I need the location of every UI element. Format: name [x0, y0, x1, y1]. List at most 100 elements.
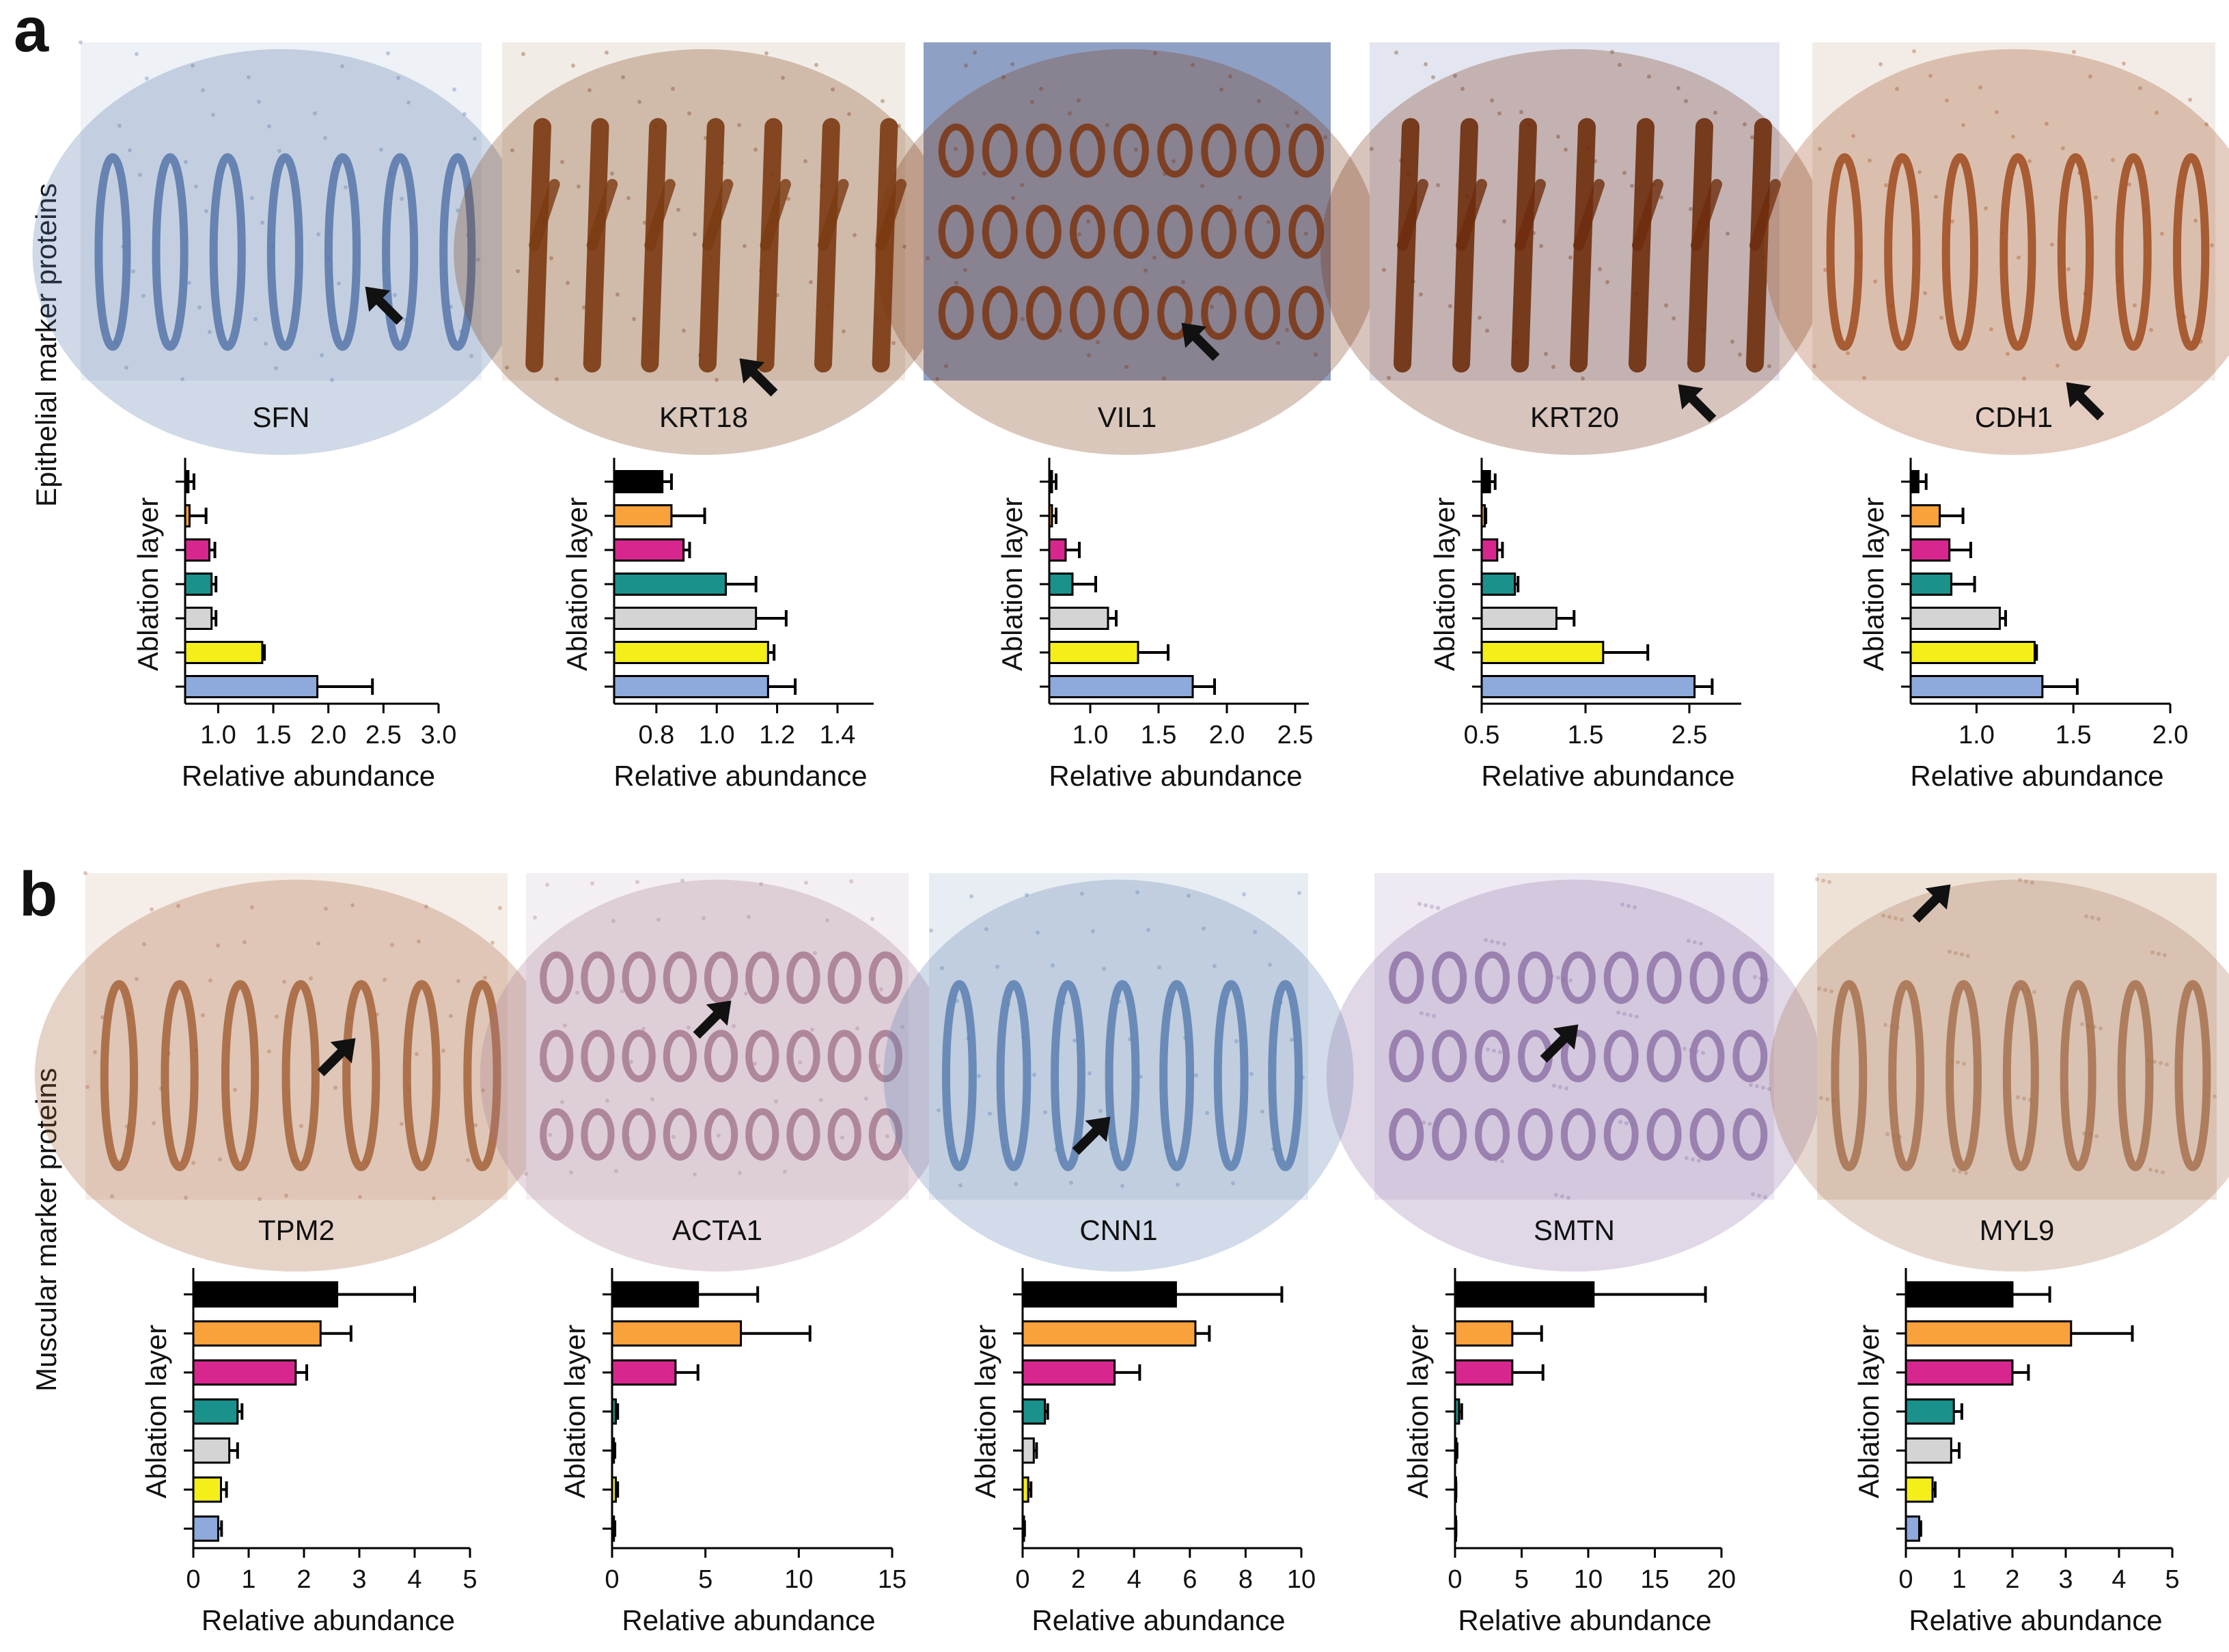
- bar-layer-5: [1480, 607, 1557, 630]
- x-tick-label: 5: [462, 1565, 477, 1594]
- error-bar: [1023, 1520, 1026, 1537]
- x-tick-label: 2.5: [365, 721, 402, 749]
- bar-layer-7: [1048, 675, 1194, 698]
- x-tick-label: 8: [1238, 1565, 1253, 1594]
- error-bar: [2012, 1286, 2051, 1303]
- bar-layer-7: [1905, 1515, 1920, 1542]
- y-axis-title: Ablation layer: [1428, 497, 1460, 671]
- protein-name: TPM2: [258, 1214, 335, 1246]
- bar-layer-7: [184, 675, 319, 698]
- bar-layer-5: [1905, 1437, 1952, 1464]
- error-bar: [218, 1520, 223, 1537]
- error-bar: [2012, 1364, 2030, 1381]
- error-bar: [615, 1481, 620, 1498]
- bar-layer-3: [1048, 538, 1067, 562]
- bar-layer-4: [613, 573, 727, 596]
- x-tick-label: 3.0: [421, 721, 457, 749]
- bar-layer-2: [1905, 1320, 2073, 1347]
- bar-layer-2: [1909, 504, 1941, 527]
- error-bar: [209, 542, 217, 558]
- bar-layer-5: [184, 607, 213, 630]
- arrow-icon: [1540, 1024, 1579, 1063]
- tissue-image-a-2: [454, 42, 954, 455]
- bar-layer-3: [1021, 1359, 1116, 1386]
- y-axis-title: Ablation layer: [1402, 1325, 1434, 1498]
- x-tick-label: 5: [698, 1565, 712, 1594]
- bar-layer-6: [192, 1476, 222, 1503]
- tissue-image-b-3: [883, 873, 1354, 1272]
- error-bar: [613, 1520, 617, 1537]
- error-bar: [1138, 644, 1169, 661]
- x-tick-label: 1.0: [1072, 721, 1109, 749]
- error-bar: [320, 1325, 352, 1342]
- bar-layer-1: [1909, 470, 1920, 493]
- error-bar: [615, 1403, 620, 1420]
- bar-layer-3: [613, 538, 685, 562]
- x-tick-label: 1.0: [1958, 721, 1995, 749]
- error-bar: [1951, 576, 1976, 592]
- bar-layer-2: [1021, 1320, 1197, 1347]
- error-bar: [1951, 1442, 1961, 1459]
- bar-layer-4: [184, 573, 213, 596]
- x-tick-label: 1: [1952, 1565, 1966, 1594]
- error-bar: [1458, 1403, 1463, 1420]
- x-axis-title: Relative abundance: [1458, 1604, 1711, 1636]
- x-tick-label: 10: [1287, 1565, 1316, 1594]
- x-tick-label: 3: [2058, 1565, 2073, 1594]
- bar-layer-3: [184, 538, 210, 562]
- x-tick-label: 2.0: [2152, 721, 2189, 749]
- y-axis-title: Ablation layer: [969, 1325, 1001, 1498]
- arrow-icon: [1678, 384, 1717, 423]
- x-tick-label: 1: [241, 1565, 255, 1594]
- arrow-icon: [2066, 382, 2105, 421]
- bar-layer-2: [1454, 1320, 1514, 1347]
- x-axis-title: Relative abundance: [622, 1604, 875, 1636]
- error-bar: [229, 1442, 239, 1459]
- x-tick-label: 2.0: [310, 721, 346, 749]
- x-axis-title: Relative abundance: [1910, 760, 2163, 792]
- error-bar: [1066, 542, 1081, 558]
- y-axis-title: Ablation layer: [996, 497, 1028, 671]
- tissue-image-b-5: [1769, 873, 2229, 1272]
- error-bar: [1593, 1286, 1707, 1303]
- error-bar: [1954, 1403, 1963, 1420]
- panel-letter-b: b: [19, 859, 57, 929]
- error-bar: [671, 508, 706, 524]
- error-bar: [1052, 473, 1057, 490]
- error-bar: [1490, 473, 1497, 490]
- protein-name: MYL9: [1980, 1214, 2055, 1246]
- error-bar: [1108, 610, 1118, 627]
- x-tick-label: 2: [296, 1565, 311, 1594]
- bar-layer-1: [1480, 470, 1491, 493]
- error-bar: [1949, 542, 1972, 558]
- bar-layer-6: [1048, 641, 1139, 664]
- row-label-epithelial: Epithelial marker proteins: [30, 183, 62, 507]
- error-bar: [683, 542, 691, 558]
- error-bar: [1694, 678, 1714, 695]
- arrow-icon: [1912, 884, 1951, 923]
- protein-name: KRT18: [659, 401, 748, 433]
- x-tick-label: 5: [1514, 1565, 1529, 1594]
- error-bar: [2071, 1325, 2134, 1342]
- arrow-icon: [693, 1000, 732, 1039]
- error-bar: [188, 473, 195, 490]
- protein-name: SMTN: [1534, 1214, 1615, 1246]
- bar-layer-7: [1480, 675, 1696, 698]
- error-bar: [675, 1364, 700, 1381]
- x-tick-label: 2.0: [1209, 721, 1245, 749]
- error-bar: [221, 1481, 228, 1498]
- protein-name: CNN1: [1079, 1214, 1157, 1246]
- bar-layer-3: [611, 1359, 677, 1386]
- error-bar: [1034, 1442, 1038, 1459]
- bar-layer-1: [1905, 1281, 2014, 1308]
- arrow-icon: [317, 1038, 356, 1077]
- chart-vil1: VIL1 1.0 1.5 2.0 2.5 Relative abundance Ablati…: [996, 401, 1313, 792]
- error-bar: [1072, 576, 1097, 592]
- protein-name: KRT20: [1530, 401, 1619, 433]
- x-tick-label: 20: [1707, 1565, 1736, 1594]
- chart-krt18: KRT18 0.8 1.0 1.2 1.4 Relative abundance Ablat…: [561, 401, 874, 792]
